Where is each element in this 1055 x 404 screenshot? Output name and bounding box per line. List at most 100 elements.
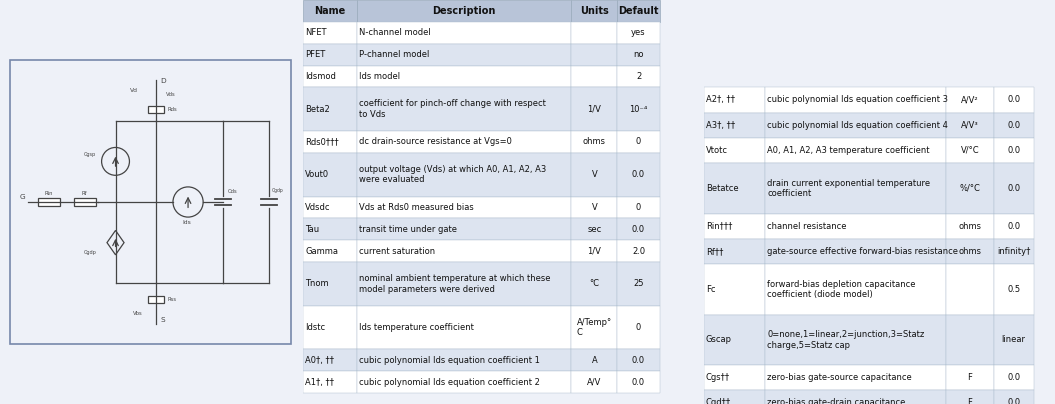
FancyBboxPatch shape: [303, 87, 357, 131]
FancyBboxPatch shape: [357, 131, 572, 153]
FancyBboxPatch shape: [994, 390, 1034, 404]
FancyBboxPatch shape: [704, 365, 765, 390]
Text: Gscap: Gscap: [706, 335, 732, 344]
Text: 0.5: 0.5: [1008, 285, 1020, 294]
Text: Default: Default: [618, 6, 658, 16]
FancyBboxPatch shape: [357, 44, 572, 65]
Text: F: F: [967, 373, 973, 382]
FancyBboxPatch shape: [572, 44, 617, 65]
FancyBboxPatch shape: [303, 153, 357, 196]
FancyBboxPatch shape: [303, 219, 357, 240]
FancyBboxPatch shape: [704, 264, 765, 315]
Text: N-channel model: N-channel model: [360, 28, 431, 37]
FancyBboxPatch shape: [572, 219, 617, 240]
FancyBboxPatch shape: [994, 365, 1034, 390]
FancyBboxPatch shape: [994, 87, 1034, 113]
Text: infinity†: infinity†: [997, 247, 1031, 256]
Text: nominal ambient temperature at which these
model parameters were derived: nominal ambient temperature at which the…: [360, 274, 551, 294]
FancyBboxPatch shape: [946, 390, 994, 404]
Text: cubic polynomial Ids equation coefficient 1: cubic polynomial Ids equation coefficien…: [360, 356, 540, 365]
FancyBboxPatch shape: [946, 138, 994, 163]
Text: A/Temp°
C: A/Temp° C: [577, 318, 612, 337]
Text: Cgdp: Cgdp: [272, 188, 284, 193]
Text: Vtotc: Vtotc: [706, 146, 728, 155]
Text: Vd: Vd: [130, 88, 138, 93]
Text: ohms: ohms: [583, 137, 606, 146]
Text: Cgdp: Cgdp: [83, 250, 96, 255]
FancyBboxPatch shape: [572, 371, 617, 393]
FancyBboxPatch shape: [617, 196, 659, 219]
FancyBboxPatch shape: [617, 371, 659, 393]
Text: 0.0: 0.0: [1008, 184, 1020, 193]
Text: A/V³: A/V³: [961, 121, 979, 130]
Text: Idsmod: Idsmod: [305, 72, 337, 81]
Text: Beta2: Beta2: [305, 105, 330, 114]
Text: Units: Units: [580, 6, 609, 16]
Text: PFET: PFET: [305, 50, 325, 59]
FancyBboxPatch shape: [765, 390, 946, 404]
FancyBboxPatch shape: [357, 240, 572, 262]
Text: transit time under gate: transit time under gate: [360, 225, 457, 234]
FancyBboxPatch shape: [765, 264, 946, 315]
Text: Vds at Rds0 measured bias: Vds at Rds0 measured bias: [360, 203, 474, 212]
Text: 0.0: 0.0: [1008, 398, 1020, 404]
Text: 0: 0: [636, 203, 641, 212]
FancyBboxPatch shape: [572, 0, 617, 22]
Text: 1/V: 1/V: [588, 246, 601, 256]
FancyBboxPatch shape: [704, 138, 765, 163]
Text: 1/V: 1/V: [588, 105, 601, 114]
Text: gate-source effective forward-bias resistance: gate-source effective forward-bias resis…: [767, 247, 958, 256]
FancyBboxPatch shape: [357, 87, 572, 131]
Text: 10⁻⁴: 10⁻⁴: [630, 105, 648, 114]
Text: V: V: [592, 203, 597, 212]
Text: A2†, ††: A2†, ††: [706, 95, 734, 105]
Text: 0.0: 0.0: [1008, 222, 1020, 231]
Text: Cgsp: Cgsp: [83, 152, 96, 157]
Text: zero-bias gate-drain capacitance: zero-bias gate-drain capacitance: [767, 398, 905, 404]
FancyBboxPatch shape: [617, 262, 659, 306]
FancyBboxPatch shape: [357, 262, 572, 306]
FancyBboxPatch shape: [572, 153, 617, 196]
FancyBboxPatch shape: [357, 22, 572, 44]
Text: A: A: [592, 356, 597, 365]
FancyBboxPatch shape: [357, 349, 572, 371]
Text: 0.0: 0.0: [632, 225, 645, 234]
Text: %/°C: %/°C: [959, 184, 980, 193]
Bar: [148, 296, 165, 303]
Text: Rds0†††: Rds0†††: [305, 137, 339, 146]
Text: Ids: Ids: [183, 220, 191, 225]
FancyBboxPatch shape: [357, 219, 572, 240]
FancyBboxPatch shape: [357, 0, 572, 22]
FancyBboxPatch shape: [617, 0, 659, 22]
Text: forward-bias depletion capacitance
coefficient (diode model): forward-bias depletion capacitance coeff…: [767, 280, 916, 299]
FancyBboxPatch shape: [704, 239, 765, 264]
FancyBboxPatch shape: [617, 87, 659, 131]
FancyBboxPatch shape: [946, 264, 994, 315]
FancyBboxPatch shape: [994, 163, 1034, 214]
Text: A0, A1, A2, A3 temperature coefficient: A0, A1, A2, A3 temperature coefficient: [767, 146, 929, 155]
Text: Description: Description: [433, 6, 496, 16]
Text: 2: 2: [636, 72, 641, 81]
Text: Cgs††: Cgs††: [706, 373, 730, 382]
FancyBboxPatch shape: [303, 44, 357, 65]
FancyBboxPatch shape: [765, 315, 946, 365]
Text: A1†, ††: A1†, ††: [305, 378, 334, 387]
FancyBboxPatch shape: [572, 22, 617, 44]
Text: Rf: Rf: [81, 191, 87, 196]
Text: Tnom: Tnom: [305, 280, 329, 288]
Text: S: S: [160, 318, 166, 323]
FancyBboxPatch shape: [357, 196, 572, 219]
FancyBboxPatch shape: [572, 262, 617, 306]
Text: Idstc: Idstc: [305, 323, 325, 332]
Text: no: no: [633, 50, 644, 59]
FancyBboxPatch shape: [765, 138, 946, 163]
FancyBboxPatch shape: [994, 315, 1034, 365]
Text: V/°C: V/°C: [960, 146, 979, 155]
Text: Cgd††: Cgd††: [706, 398, 731, 404]
Text: Rin: Rin: [44, 191, 53, 196]
FancyBboxPatch shape: [946, 365, 994, 390]
Text: 0.0: 0.0: [1008, 121, 1020, 130]
FancyBboxPatch shape: [765, 163, 946, 214]
FancyBboxPatch shape: [357, 65, 572, 87]
FancyBboxPatch shape: [765, 113, 946, 138]
